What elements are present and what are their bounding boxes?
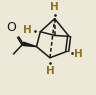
Text: H: H [50,2,59,12]
Text: O: O [6,21,16,34]
Text: H: H [46,66,54,76]
Polygon shape [23,42,36,47]
Text: H: H [23,25,32,35]
Text: H: H [74,49,83,59]
